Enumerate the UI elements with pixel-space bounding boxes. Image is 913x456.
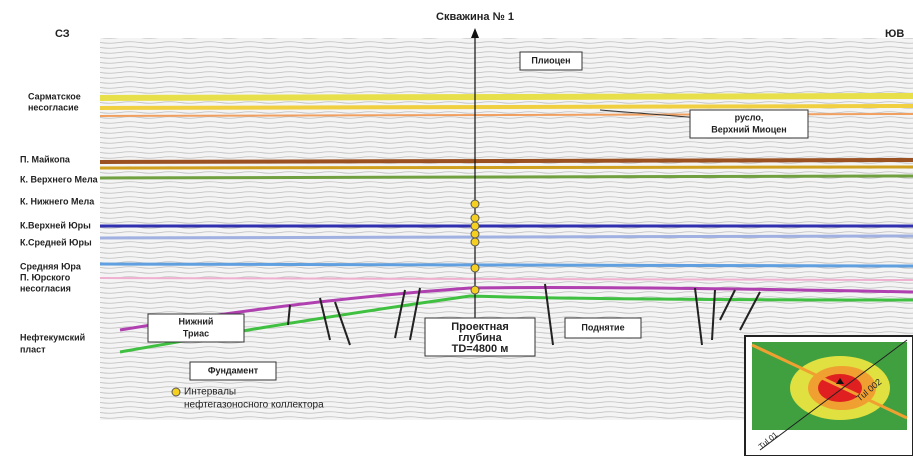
horizon-label: несогласия bbox=[20, 283, 71, 293]
box-label: Фундамент bbox=[208, 365, 259, 375]
box-label: Нижний bbox=[179, 316, 214, 326]
direction-left: СЗ bbox=[55, 28, 70, 40]
legend-marker bbox=[172, 388, 180, 396]
horizon-label: П. Юрского bbox=[20, 272, 71, 282]
horizon-label: Сарматское bbox=[28, 91, 81, 101]
page: Скважина № 1 СЗ ЮВ Сарматское несогласие… bbox=[0, 0, 913, 456]
legend-label: Интервалы bbox=[184, 387, 236, 398]
horizon-label: Средняя Юра bbox=[20, 261, 82, 271]
horizon-label: К.Средней Юры bbox=[20, 237, 92, 247]
direction-right: ЮВ bbox=[885, 28, 904, 40]
box-label: TD=4800 м bbox=[452, 343, 509, 355]
seismic-section: Скважина № 1 СЗ ЮВ Сарматское несогласие… bbox=[0, 0, 913, 456]
legend-label: нефтегазоносного коллектора bbox=[184, 399, 324, 411]
horizon-label: пласт bbox=[20, 344, 46, 354]
box-label: Триас bbox=[183, 328, 209, 338]
box-label: Поднятие bbox=[581, 322, 624, 332]
horizon-label: Нефтекумский bbox=[20, 332, 85, 342]
horizon-label: К. Нижнего Мела bbox=[20, 196, 95, 206]
box-label: русло, bbox=[735, 112, 764, 122]
box-label: Плиоцен bbox=[531, 55, 570, 65]
horizon-label: П. Майкопа bbox=[20, 154, 71, 164]
box-label: Верхний Миоцен bbox=[711, 124, 786, 134]
horizon-label: несогласие bbox=[28, 102, 79, 112]
horizon-labels: Сарматское несогласие П. Майкопа К. Верх… bbox=[20, 91, 99, 354]
horizon-label: К.Верхней Юры bbox=[20, 220, 91, 230]
horizon-label: К. Верхнего Мела bbox=[20, 174, 99, 184]
title: Скважина № 1 bbox=[436, 11, 514, 23]
inset-map: Tul 002 Tul 01 bbox=[745, 336, 913, 456]
